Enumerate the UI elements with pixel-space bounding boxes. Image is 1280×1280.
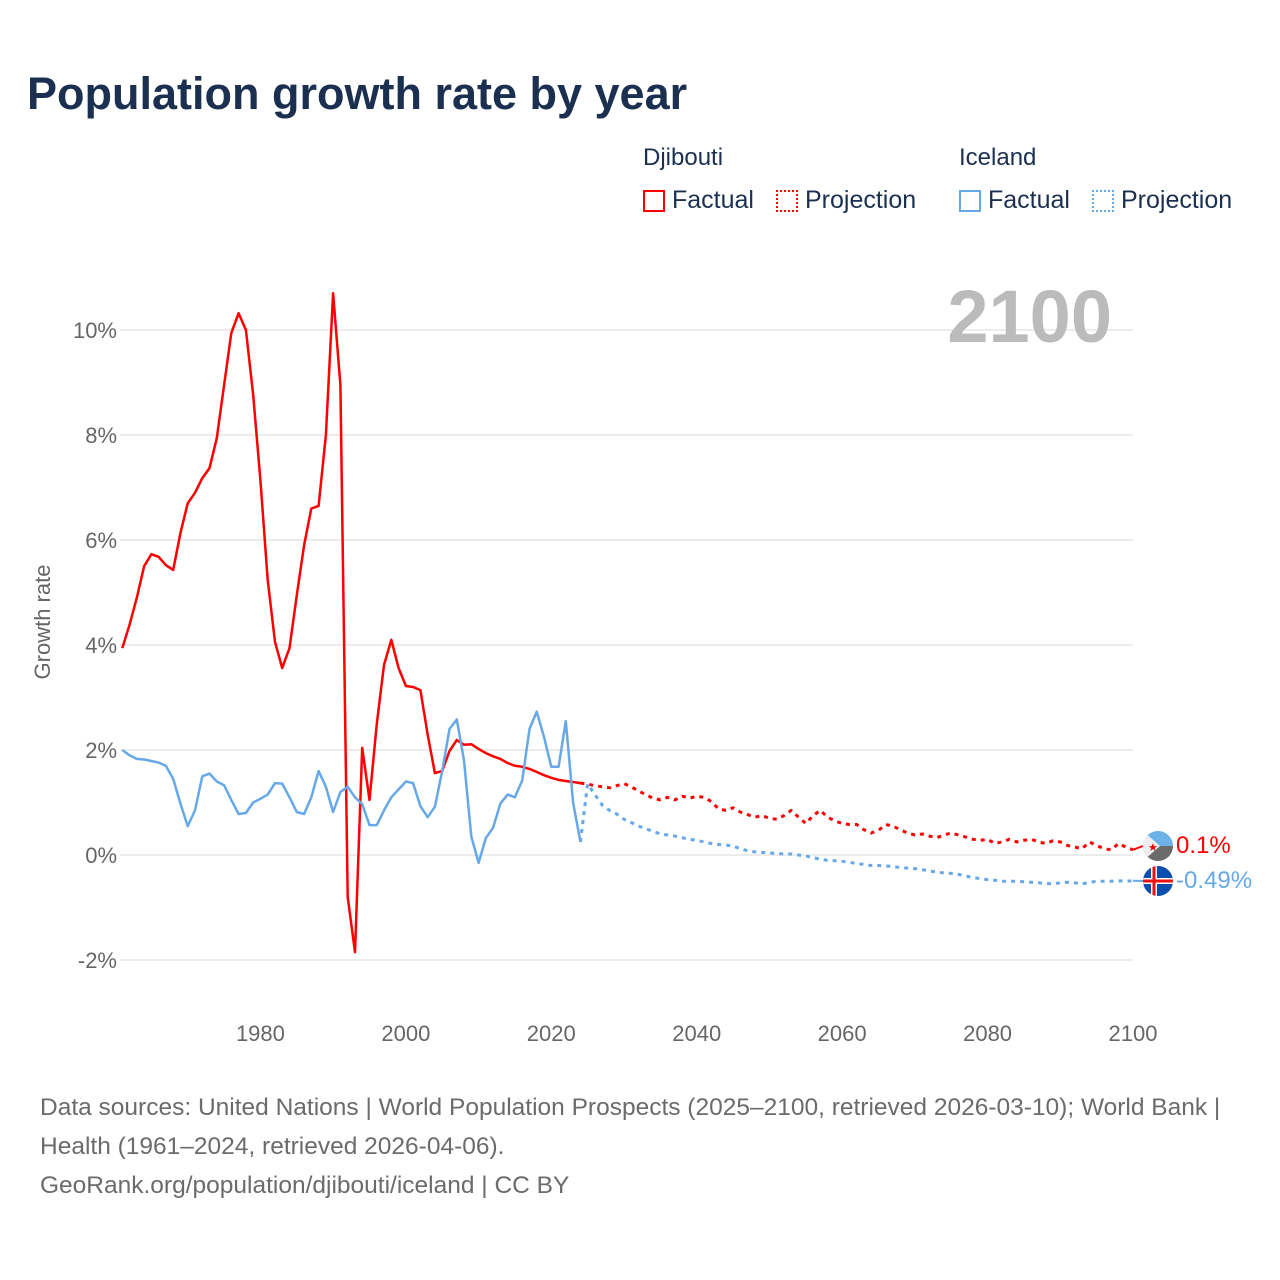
djibouti-projection-line: [580, 781, 1134, 852]
x-tick-label: 2080: [963, 1021, 1012, 1046]
line-chart: -2% 0% 2% 4% 6% 8% 10% 1980 2000 2020 2040 2060 2080…: [30, 275, 1252, 1046]
svg-text:★: ★: [1148, 842, 1158, 854]
iceland-factual-line: [121, 710, 582, 865]
legend-label: Factual: [988, 186, 1070, 214]
y-tick-label: 0%: [85, 843, 117, 868]
y-tick-label: 6%: [85, 528, 117, 553]
x-tick-label: 2040: [672, 1021, 721, 1046]
legend-label: Projection: [1121, 186, 1233, 214]
legend-swatch-dotted: [776, 189, 798, 212]
djibouti-factual-line: [121, 292, 581, 954]
x-tick-label: 1980: [236, 1021, 285, 1046]
legend-group-djibouti: Djibouti: [643, 144, 724, 171]
iceland-flag-icon: [1143, 866, 1173, 896]
djibouti-flag-icon: ★: [1143, 831, 1173, 861]
iceland-end-label: -0.49%: [1176, 867, 1252, 894]
legend-group-iceland: Iceland: [959, 144, 1037, 171]
x-tick-label: 2060: [818, 1021, 867, 1046]
data-sources: Data sources: United Nations | World Pop…: [40, 1094, 1221, 1160]
y-tick-label: 8%: [85, 423, 117, 448]
legend-swatch-solid: [959, 189, 981, 212]
iceland-projection-line: [578, 782, 1134, 886]
legend-iceland-projection[interactable]: Projection: [1092, 186, 1232, 215]
source-link[interactable]: GeoRank.org/population/djibouti/iceland …: [40, 1172, 570, 1199]
page-title: Population growth rate by year: [27, 68, 688, 119]
y-tick-label: 2%: [85, 738, 117, 763]
legend-djibouti-factual[interactable]: Factual: [643, 186, 754, 215]
footer: Data sources: United Nations | World Pop…: [40, 1088, 1240, 1205]
legend-swatch-dotted: [1092, 189, 1114, 212]
x-tick-label: 2100: [1109, 1021, 1158, 1046]
y-tick-label: 10%: [73, 318, 117, 343]
legend-label: Projection: [805, 186, 917, 214]
y-tick-label: 4%: [85, 633, 117, 658]
year-label: 2100: [947, 275, 1112, 358]
legend-iceland-factual[interactable]: Factual: [959, 186, 1070, 215]
djibouti-end-label: 0.1%: [1176, 832, 1231, 859]
y-axis-label: Growth rate: [30, 565, 55, 680]
legend-label: Factual: [672, 186, 754, 214]
x-tick-label: 2020: [527, 1021, 576, 1046]
legend-swatch-solid: [643, 189, 665, 212]
x-tick-label: 2000: [381, 1021, 430, 1046]
legend-djibouti-projection[interactable]: Projection: [776, 186, 916, 215]
y-tick-label: -2%: [78, 948, 117, 973]
end-connector: [1132, 845, 1144, 851]
